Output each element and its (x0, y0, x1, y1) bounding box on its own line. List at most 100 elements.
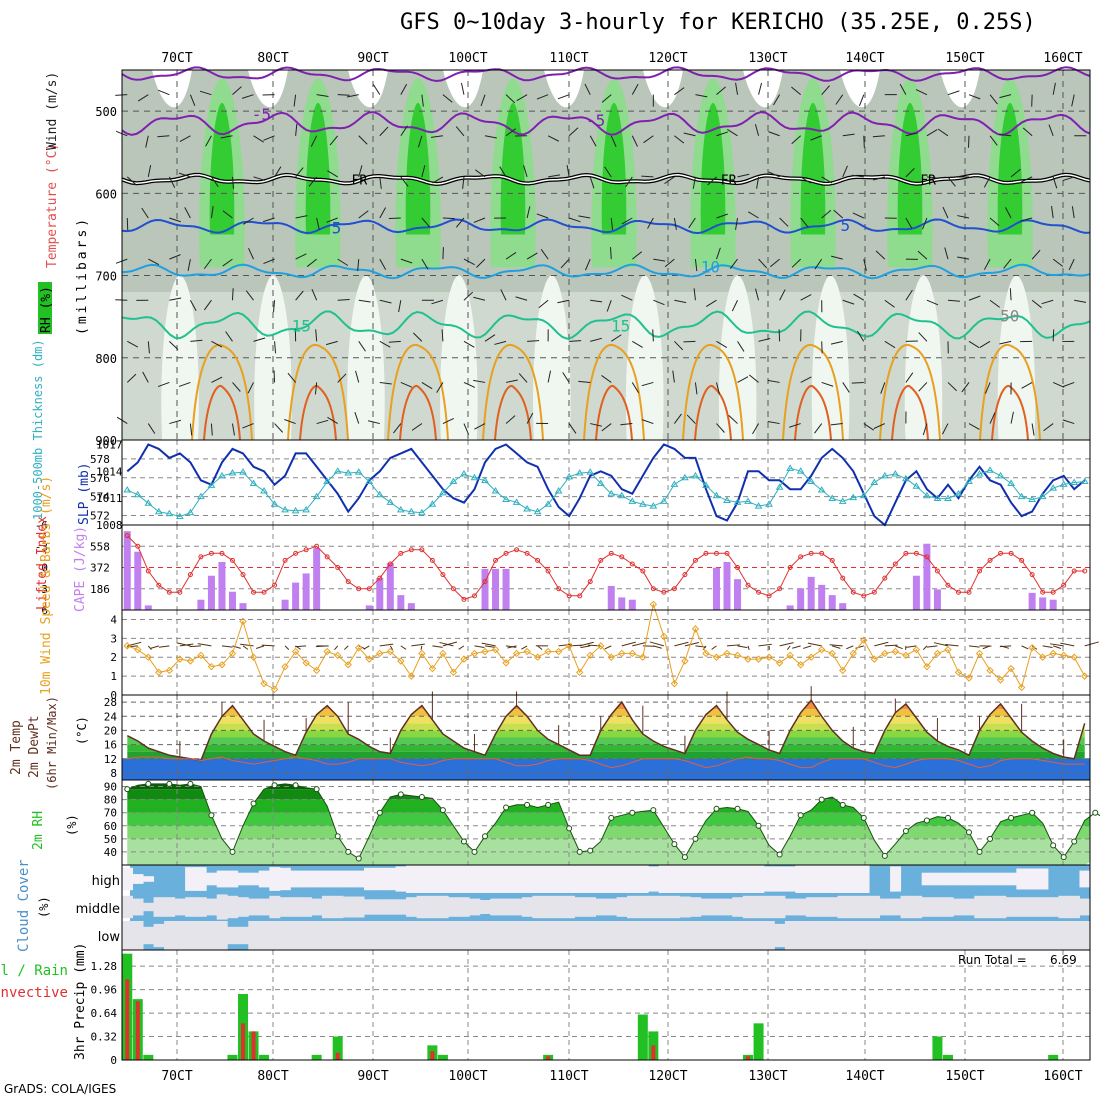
temp-band (127, 709, 1085, 717)
thickness-point (996, 471, 1005, 479)
wind-barb (875, 250, 886, 260)
wind-barb (199, 90, 212, 96)
cloud-gap (395, 866, 407, 892)
wind-barb (295, 215, 308, 219)
wind-barb (979, 340, 991, 349)
cloud-gap (490, 921, 502, 950)
rh2m-point (1050, 842, 1057, 849)
wind-barb (346, 94, 359, 98)
cloud-gap (869, 921, 881, 950)
thickness-point (249, 479, 258, 486)
thickness-point (281, 505, 289, 513)
thickness-point (354, 468, 363, 475)
wind10-point (502, 659, 510, 667)
wind-barb (1071, 94, 1075, 107)
wind-barb (989, 299, 1000, 308)
wind-barb (926, 176, 939, 179)
cloud-gap (563, 921, 575, 950)
wind-barb (1021, 382, 1033, 389)
cloud-gap (237, 872, 249, 886)
wind-barb (961, 382, 970, 393)
wind-barb (463, 340, 475, 348)
cloud-gap (921, 897, 933, 917)
rh2m-unit-label: (%) (65, 814, 79, 836)
lifted-index-point (619, 554, 625, 560)
wind-barb (729, 258, 738, 270)
wind-barb (337, 94, 350, 96)
thickness-point (323, 477, 332, 485)
wind-barb (610, 247, 612, 260)
cloud-gap (342, 870, 354, 888)
wind-barb (329, 135, 339, 146)
cloud-gap (858, 895, 870, 919)
thickness-point (333, 467, 342, 474)
wind10-point (207, 662, 216, 671)
cloud-gap (784, 866, 796, 892)
rh2m-point (545, 801, 552, 808)
wind-barb (926, 299, 939, 306)
wind-barb (821, 176, 833, 184)
thickness-point (744, 497, 752, 504)
thickness-point (702, 481, 710, 488)
freezing-level-contour-inner (121, 174, 1091, 185)
rh-moist-core (305, 102, 331, 235)
slp-line (126, 443, 1086, 527)
wind10-point (807, 653, 815, 661)
cloud-gap (721, 865, 733, 893)
thickness-axis-label: 1000-500mb Thickness (dm) (31, 339, 45, 520)
rh2m-point (713, 805, 720, 812)
cloud-gap (216, 921, 228, 950)
cloud-gap (690, 865, 702, 893)
wind-barb (295, 290, 304, 301)
time-label-bottom: 140CT (845, 1069, 884, 1084)
wind-barb (754, 124, 760, 136)
cloud-gap (795, 865, 807, 893)
wind-barb (905, 132, 918, 137)
wind10-barb (803, 645, 812, 649)
rh2m-point (671, 841, 678, 848)
cloud-gap (574, 921, 586, 950)
cloud-gap (606, 921, 618, 950)
thickness-point (723, 496, 731, 503)
cloud-gap (879, 921, 891, 950)
wind10-point (554, 647, 563, 656)
wind10-barb (632, 641, 647, 647)
lifted-index-point (177, 589, 183, 595)
wind10-point (786, 651, 794, 660)
wind-barb (947, 90, 960, 96)
wind10-point (333, 651, 342, 660)
rh2m-point (966, 829, 972, 836)
lifted-index-point (892, 561, 898, 567)
wind-barb (203, 299, 212, 311)
cloud-gap (427, 921, 439, 950)
chart-title: GFS 0~10day 3-hourly for KERICHO (35.25E… (400, 10, 1036, 35)
temp-contour-10 (121, 263, 1091, 280)
wind-barb (411, 423, 423, 431)
wind-barb (999, 94, 1012, 99)
lifted-index-point (629, 561, 635, 567)
wind-barb (1051, 206, 1054, 219)
wind-barb (957, 215, 970, 219)
wind-barb (358, 135, 368, 145)
thickness-point (260, 487, 268, 494)
thickness-point (775, 483, 784, 490)
wind10-point (597, 642, 605, 650)
wind-barb (664, 258, 675, 268)
temp-contour-20 (979, 343, 1041, 441)
wind-barb (253, 337, 266, 342)
wind-barb (767, 379, 780, 383)
wind-barb (937, 128, 949, 137)
cloud-gap (1026, 921, 1038, 950)
rh2m-point (439, 807, 446, 814)
thickness-point (270, 500, 279, 507)
cloud-gap (900, 895, 912, 919)
wind-barb (569, 340, 582, 342)
pressure-axis-label: (millibars) (75, 216, 90, 335)
wind10-barb (1042, 645, 1053, 649)
cloud-gap (237, 926, 249, 945)
time-label-top: 90CT (357, 51, 388, 66)
wind-barb (178, 172, 191, 178)
lifted-index-point (356, 586, 362, 592)
wind-barb (463, 423, 470, 435)
cape-tick-label: 186 (90, 583, 110, 596)
